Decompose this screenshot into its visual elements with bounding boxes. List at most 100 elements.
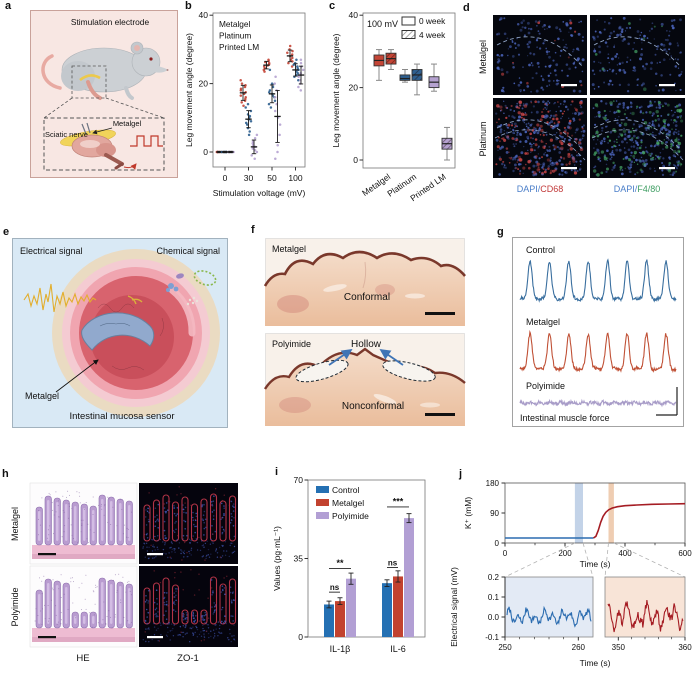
dapi-dot xyxy=(216,556,219,558)
nucleus-dot xyxy=(126,527,128,529)
nucleus-dot xyxy=(38,510,40,511)
dapi-dot xyxy=(211,594,213,596)
mouse-illustration xyxy=(41,41,169,100)
marker-dot xyxy=(680,119,684,123)
marker-dot xyxy=(633,150,638,155)
marker-dot xyxy=(639,168,643,172)
dapi-dot xyxy=(144,620,147,623)
dapi-dot xyxy=(677,130,680,133)
dapi-dot xyxy=(549,159,552,162)
villus-core xyxy=(92,616,95,624)
dapi-dot xyxy=(536,131,540,135)
dapi-dot xyxy=(565,43,567,46)
dapi-dot xyxy=(204,621,206,624)
dapi-dot xyxy=(630,151,633,154)
dapi-dot xyxy=(204,611,206,614)
dapi-dot xyxy=(195,512,197,515)
dapi-dot xyxy=(563,45,566,49)
marker-dot xyxy=(517,168,520,171)
dapi-dot xyxy=(648,128,650,131)
dapi-dot xyxy=(516,23,520,26)
nucleus-dot xyxy=(129,590,131,592)
dapi-dot xyxy=(675,128,677,131)
row-label-platinum: Platinum xyxy=(478,121,488,156)
marker-dot xyxy=(539,118,543,122)
inset-connector xyxy=(504,542,576,578)
dapi-dot xyxy=(182,625,184,627)
tissue-boundary-dashed xyxy=(591,129,684,161)
dapi-dot xyxy=(564,105,568,109)
nucleus-dot xyxy=(47,620,49,622)
dapi-dot xyxy=(155,612,157,615)
dapi-dot xyxy=(182,534,185,537)
dapi-dot xyxy=(640,48,643,51)
dapi-dot xyxy=(513,82,516,85)
dapi-dot xyxy=(146,616,148,618)
dapi-dot xyxy=(576,154,578,157)
marker-dot xyxy=(539,124,543,128)
dapi-dot xyxy=(203,503,205,506)
dapi-dot xyxy=(673,19,676,22)
dapi-dot xyxy=(175,590,177,592)
dapi-dot xyxy=(186,618,188,620)
nucleus-dot xyxy=(40,507,42,509)
dapi-dot xyxy=(651,131,654,134)
marker-dot xyxy=(650,126,653,129)
dapi-dot xyxy=(645,129,647,131)
villus-core xyxy=(74,506,77,541)
dapi-dot xyxy=(668,130,671,134)
dapi-dot xyxy=(230,519,233,521)
highlight-band xyxy=(608,483,614,543)
dapi-dot xyxy=(496,67,500,70)
dapi-dot xyxy=(654,158,657,160)
dapi-dot xyxy=(559,109,562,113)
dapi-dot xyxy=(512,66,515,69)
villus-core xyxy=(92,510,95,541)
dapi-dot xyxy=(144,516,147,518)
nucleus-dot xyxy=(125,591,127,593)
dapi-dot xyxy=(578,144,580,146)
dapi-dot xyxy=(146,546,148,548)
nucleus-dot xyxy=(38,534,39,536)
dapi-dot xyxy=(182,636,184,638)
dapi-dot xyxy=(193,620,195,622)
dapi-dot xyxy=(167,631,169,633)
dapi-dot xyxy=(183,556,185,558)
dapi-dot xyxy=(599,62,602,64)
dapi-dot xyxy=(661,88,665,92)
dapi-dot xyxy=(628,170,632,174)
dapi-dot xyxy=(651,120,654,123)
dapi-dot xyxy=(155,607,158,609)
panel-label-b: b xyxy=(185,0,192,12)
dapi-dot xyxy=(148,641,150,643)
villus-outline xyxy=(209,576,218,625)
dapi-label: DAPI/ xyxy=(614,184,638,194)
dapi-dot xyxy=(196,636,199,638)
marker-dot xyxy=(544,103,546,105)
dapi-dot xyxy=(564,171,567,174)
zo1-dot xyxy=(158,640,161,642)
dapi-dot xyxy=(232,599,235,601)
dapi-dot xyxy=(558,159,562,162)
nucleus-dot xyxy=(47,529,49,531)
dapi-dot xyxy=(679,51,682,54)
dapi-dot xyxy=(632,141,635,143)
dapi-dot xyxy=(527,137,530,140)
marker-dot xyxy=(568,152,571,156)
tissue-boundary-dashed xyxy=(593,36,682,68)
nucleus-dot xyxy=(48,534,50,536)
dapi-dot xyxy=(156,597,158,600)
dapi-dot xyxy=(567,126,570,129)
mouse-eye xyxy=(149,57,153,61)
dapi-dot xyxy=(650,61,653,65)
nucleus-dot xyxy=(103,601,105,603)
dapi-dot xyxy=(189,542,191,544)
marker-dot xyxy=(593,151,596,154)
dapi-dot xyxy=(622,127,626,130)
zo1-dot xyxy=(221,499,223,502)
dapi-dot xyxy=(168,552,170,554)
nucleus-dot xyxy=(63,593,65,595)
marker-dot xyxy=(613,145,616,147)
nucleus-dot xyxy=(42,608,43,610)
